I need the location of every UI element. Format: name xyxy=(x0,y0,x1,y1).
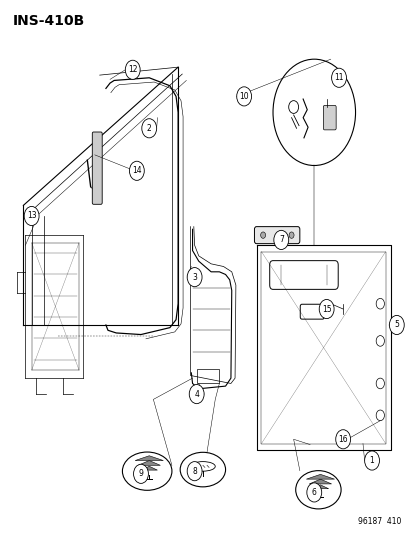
Text: 6: 6 xyxy=(311,488,316,497)
Circle shape xyxy=(189,384,204,403)
Circle shape xyxy=(260,232,265,238)
Text: 2: 2 xyxy=(147,124,151,133)
Text: 4: 4 xyxy=(194,390,199,399)
Text: 16: 16 xyxy=(337,435,347,444)
Polygon shape xyxy=(306,474,334,479)
Polygon shape xyxy=(309,479,331,484)
Circle shape xyxy=(273,230,288,249)
Polygon shape xyxy=(135,456,163,461)
Circle shape xyxy=(133,464,148,483)
Circle shape xyxy=(318,300,333,319)
Text: 3: 3 xyxy=(192,273,197,281)
Circle shape xyxy=(187,268,202,287)
Polygon shape xyxy=(311,485,328,489)
Text: 7: 7 xyxy=(278,236,283,245)
FancyBboxPatch shape xyxy=(92,132,102,204)
Circle shape xyxy=(335,430,350,449)
Circle shape xyxy=(389,316,403,335)
Text: INS-410B: INS-410B xyxy=(13,14,85,28)
Circle shape xyxy=(129,161,144,180)
Text: 8: 8 xyxy=(192,467,197,475)
Text: 96187  410: 96187 410 xyxy=(357,517,400,526)
Circle shape xyxy=(24,206,39,225)
Circle shape xyxy=(187,462,202,481)
Text: 15: 15 xyxy=(321,304,331,313)
Text: 10: 10 xyxy=(239,92,248,101)
Polygon shape xyxy=(138,461,160,465)
Polygon shape xyxy=(141,466,157,470)
Text: 11: 11 xyxy=(333,73,343,82)
Text: 14: 14 xyxy=(132,166,141,175)
Circle shape xyxy=(306,483,321,502)
Circle shape xyxy=(331,68,346,87)
Circle shape xyxy=(125,60,140,79)
Text: 13: 13 xyxy=(27,212,36,221)
FancyBboxPatch shape xyxy=(323,106,335,130)
Circle shape xyxy=(288,232,293,238)
FancyBboxPatch shape xyxy=(254,227,299,244)
Text: 5: 5 xyxy=(394,320,398,329)
Text: 9: 9 xyxy=(138,470,143,478)
Circle shape xyxy=(364,451,379,470)
Text: 1: 1 xyxy=(369,456,373,465)
Text: 12: 12 xyxy=(128,66,137,74)
Circle shape xyxy=(142,119,156,138)
Circle shape xyxy=(236,87,251,106)
